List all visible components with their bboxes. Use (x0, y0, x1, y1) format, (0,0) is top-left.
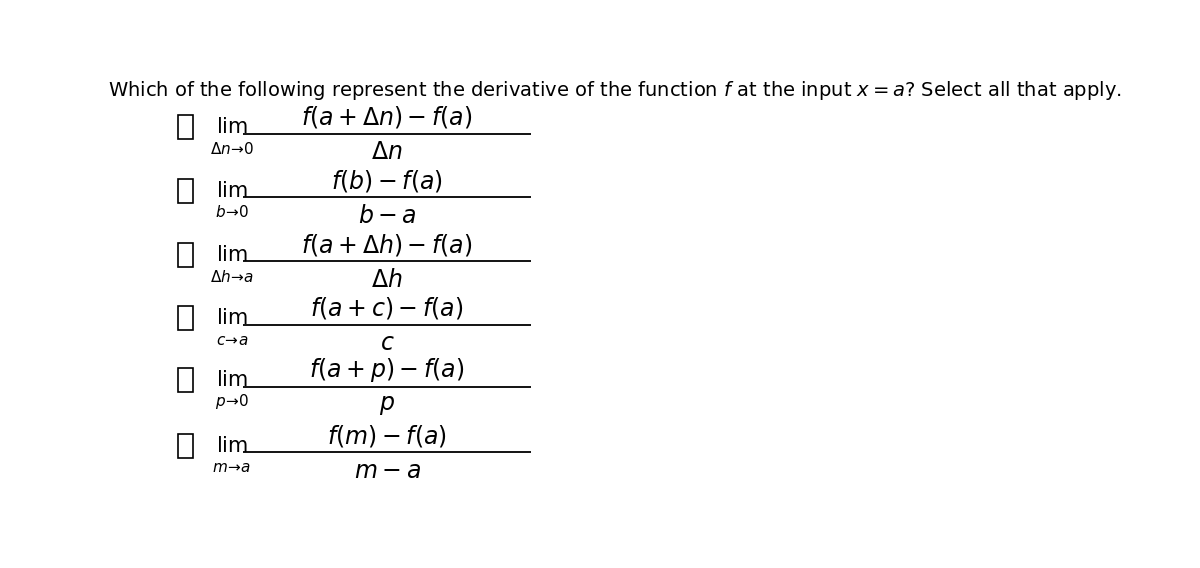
Text: $f(a + \Delta h) - f(a)$: $f(a + \Delta h) - f(a)$ (301, 232, 473, 258)
Text: $\mathrm{lim}$: $\mathrm{lim}$ (216, 245, 248, 265)
Text: $m\!\to\!a$: $m\!\to\!a$ (212, 460, 251, 475)
Text: $\mathrm{lim}$: $\mathrm{lim}$ (216, 308, 248, 328)
Text: $\mathrm{lim}$: $\mathrm{lim}$ (216, 117, 248, 137)
Text: $b\!\to\!0$: $b\!\to\!0$ (215, 204, 248, 220)
Text: $f(m) - f(a)$: $f(m) - f(a)$ (328, 423, 448, 449)
Text: $f(a + \Delta n) - f(a)$: $f(a + \Delta n) - f(a)$ (301, 104, 473, 130)
Text: $\mathrm{lim}$: $\mathrm{lim}$ (216, 181, 248, 201)
Text: $f(a + p) - f(a)$: $f(a + p) - f(a)$ (310, 356, 464, 384)
Text: $p$: $p$ (379, 393, 395, 417)
Text: $p\!\to\!0$: $p\!\to\!0$ (215, 392, 248, 411)
Text: $\Delta n\!\to\!0$: $\Delta n\!\to\!0$ (210, 141, 254, 157)
Text: $\Delta h$: $\Delta h$ (371, 268, 403, 292)
Text: $f(b) - f(a)$: $f(b) - f(a)$ (331, 168, 443, 194)
Text: $b - a$: $b - a$ (358, 203, 416, 228)
Text: $\mathrm{lim}$: $\mathrm{lim}$ (216, 370, 248, 390)
FancyBboxPatch shape (178, 433, 193, 458)
Text: $m - a$: $m - a$ (354, 458, 421, 483)
FancyBboxPatch shape (178, 368, 193, 392)
Text: $\Delta h\!\to\!a$: $\Delta h\!\to\!a$ (210, 269, 254, 285)
Text: $c$: $c$ (380, 331, 395, 355)
FancyBboxPatch shape (178, 178, 193, 203)
FancyBboxPatch shape (178, 115, 193, 139)
Text: $\mathrm{lim}$: $\mathrm{lim}$ (216, 436, 248, 456)
Text: $\Delta n$: $\Delta n$ (371, 140, 403, 164)
Text: $c\!\to\!a$: $c\!\to\!a$ (216, 333, 248, 348)
Text: $f(a + c) - f(a)$: $f(a + c) - f(a)$ (311, 295, 464, 321)
Text: Which of the following represent the derivative of the function $f$ at the input: Which of the following represent the der… (108, 79, 1122, 102)
FancyBboxPatch shape (178, 243, 193, 267)
FancyBboxPatch shape (178, 306, 193, 331)
